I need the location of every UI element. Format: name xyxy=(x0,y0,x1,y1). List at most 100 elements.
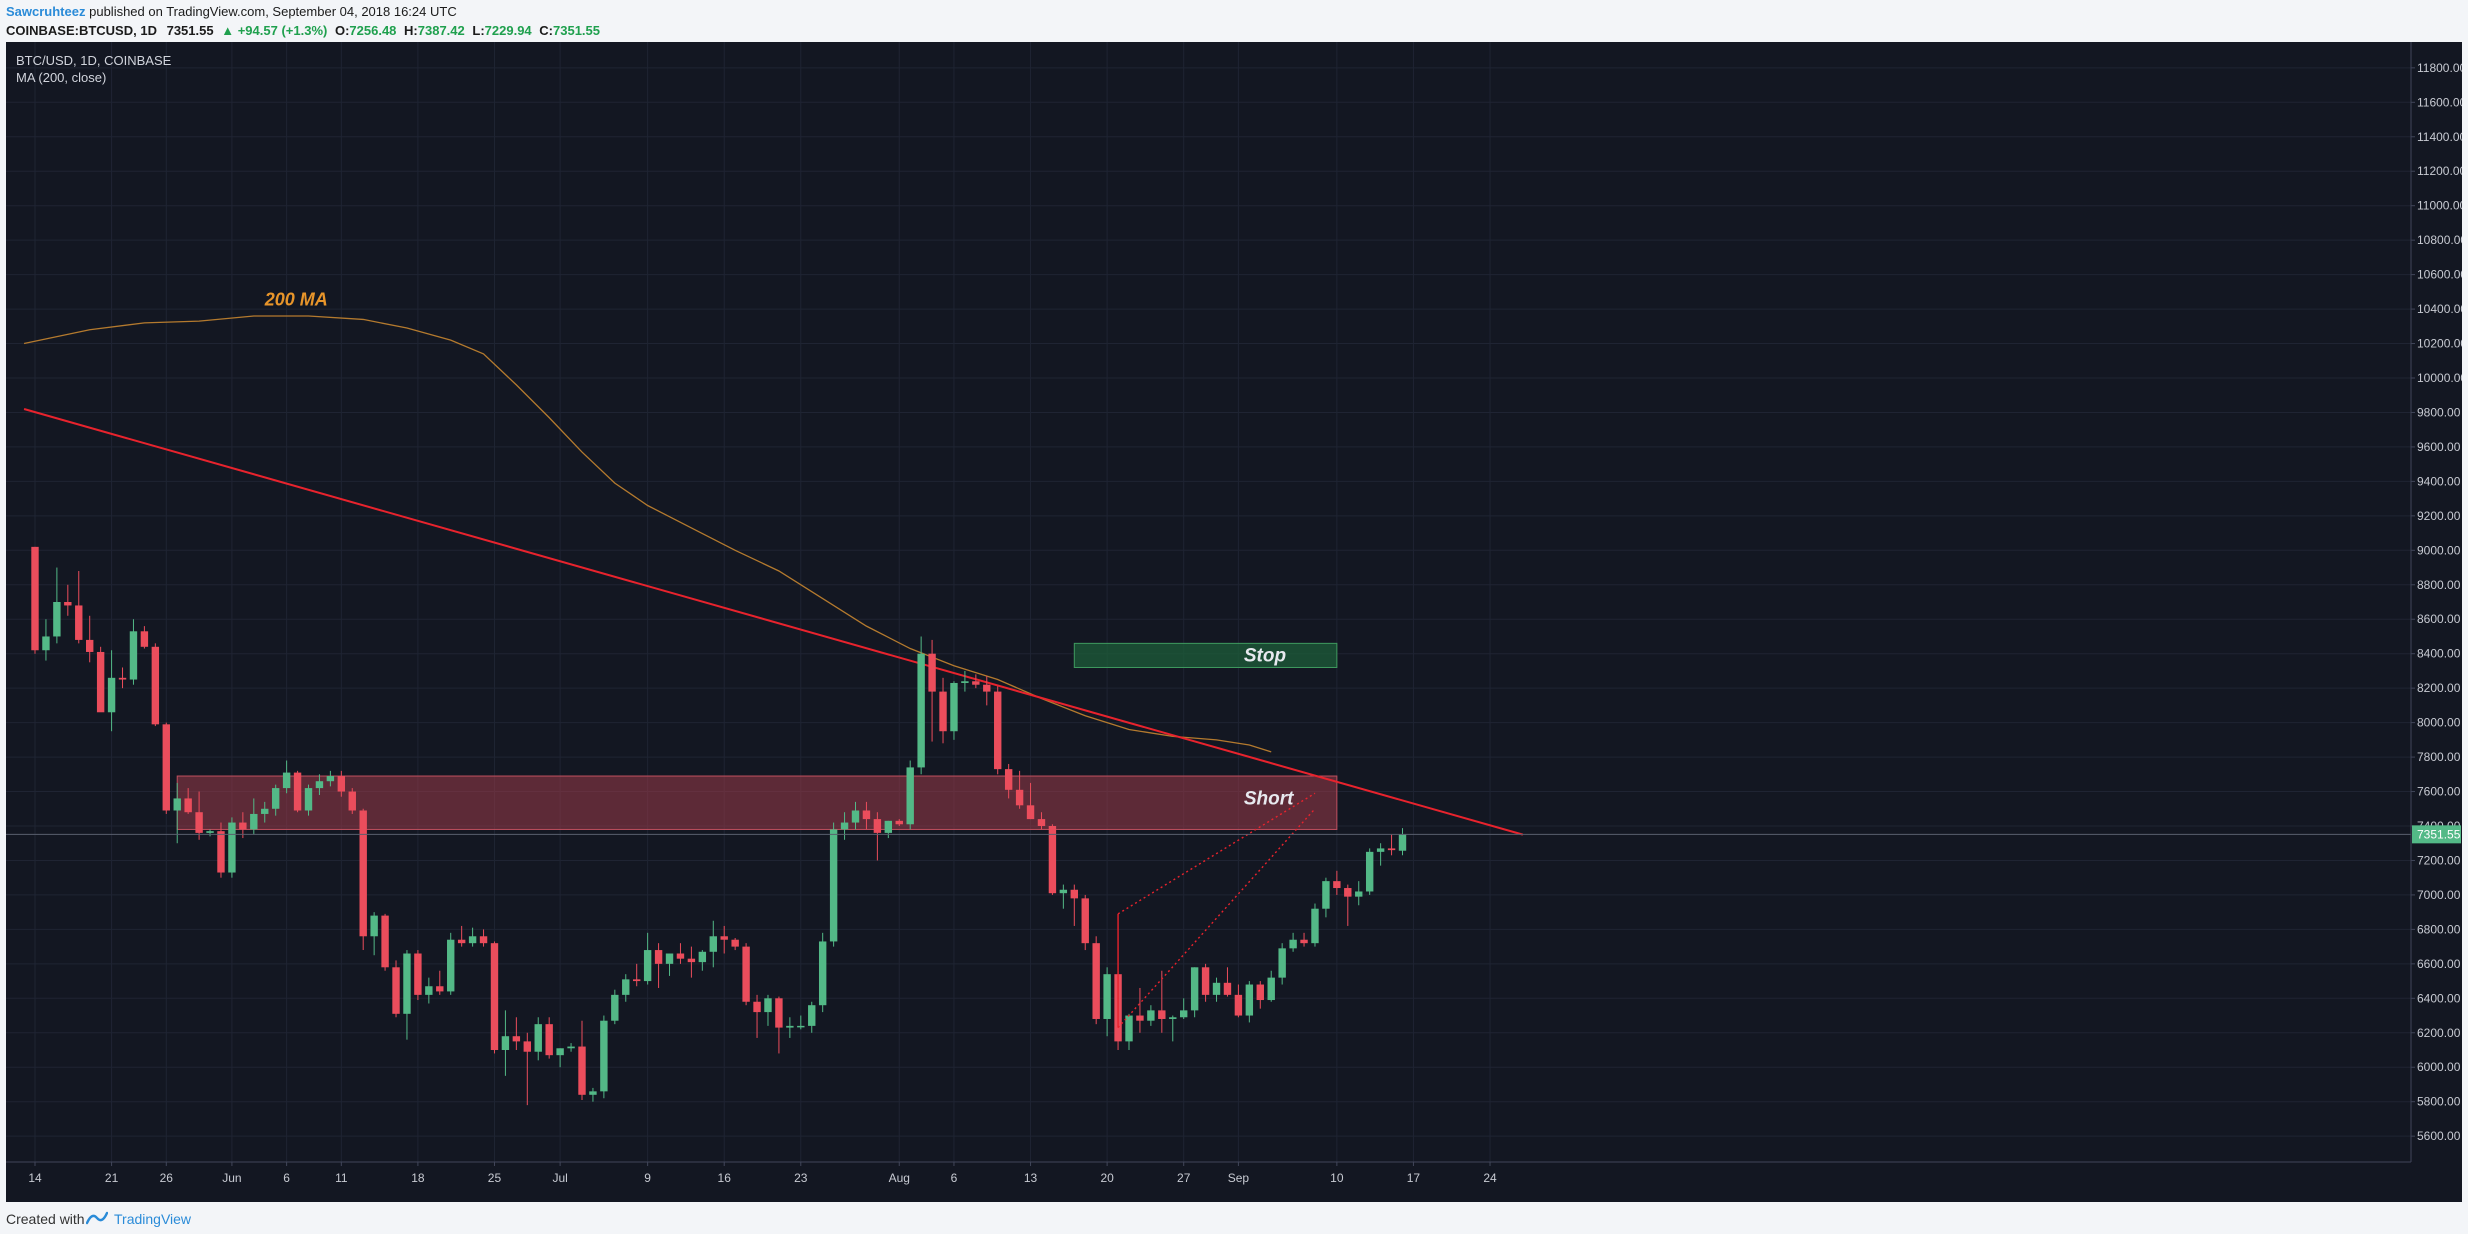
time-tick-label: 9 xyxy=(644,1171,651,1185)
candle-body xyxy=(1158,1010,1166,1019)
symbol-label: COINBASE:BTCUSD, 1D xyxy=(6,23,157,38)
candle-body xyxy=(1147,1010,1155,1021)
price-tick-label: 9600.00 xyxy=(2417,440,2461,454)
candle-body xyxy=(578,1046,586,1095)
price-tick-label: 6800.00 xyxy=(2417,922,2461,936)
price-tick-label: 9400.00 xyxy=(2417,474,2461,488)
candle-body xyxy=(184,798,192,813)
candle-body xyxy=(972,681,980,685)
candle-body xyxy=(1355,891,1363,897)
price-tick-label: 9000.00 xyxy=(2417,543,2461,557)
candle-body xyxy=(567,1046,575,1049)
candle-body xyxy=(403,953,411,1014)
candle-body xyxy=(370,915,378,937)
price-tick-label: 11600.00 xyxy=(2417,95,2462,109)
time-tick-label: 16 xyxy=(718,1171,732,1185)
candle-body xyxy=(818,941,827,1006)
tradingview-link[interactable]: TradingView xyxy=(114,1211,192,1227)
candle-body xyxy=(764,998,772,1013)
candle-body xyxy=(436,986,444,992)
candle-body xyxy=(1037,819,1046,826)
candle-body xyxy=(917,653,925,768)
price-tick-label: 6200.00 xyxy=(2417,1026,2461,1040)
candle-body xyxy=(1223,982,1232,995)
candle-body xyxy=(1245,984,1254,1016)
candle-body xyxy=(643,950,652,982)
last-price: 7351.55 xyxy=(166,23,214,38)
candle-body xyxy=(1004,769,1013,790)
candle-body xyxy=(162,724,170,811)
price-chart[interactable]: 200 MA Stop Short 5600.00 5800.00 6000.00 6200… xyxy=(6,42,2462,1202)
ma-label: 200 MA xyxy=(264,290,328,310)
candle-body xyxy=(589,1091,597,1095)
chart-legend: BTC/USD, 1D, COINBASE MA (200, close) xyxy=(16,52,171,86)
candle-body xyxy=(1344,888,1352,897)
wedge-lower-line xyxy=(1117,808,1316,1029)
author-link[interactable]: Sawcruhteez xyxy=(6,4,86,19)
legend-indicator[interactable]: MA (200, close) xyxy=(16,70,107,85)
candle-body xyxy=(1212,982,1221,995)
candle-body xyxy=(447,939,455,992)
candle-body xyxy=(173,798,181,811)
candle-body xyxy=(359,810,367,937)
candle-body xyxy=(753,1001,761,1013)
short-label: Short xyxy=(1244,788,1294,809)
candle-body xyxy=(731,939,739,947)
candle-body xyxy=(545,1024,553,1056)
candle-body xyxy=(829,829,838,942)
candle-body xyxy=(1289,939,1297,949)
candle-body xyxy=(86,639,94,652)
time-tick-label: 23 xyxy=(794,1171,808,1185)
resistance-trendline xyxy=(23,408,1524,836)
price-tick-label: 6400.00 xyxy=(2417,991,2461,1005)
candle-body xyxy=(501,1036,510,1050)
candle-body xyxy=(1311,908,1319,944)
candle-body xyxy=(665,953,674,964)
candle-body xyxy=(1387,848,1396,851)
time-tick-label: 11 xyxy=(335,1171,348,1185)
candles xyxy=(31,546,1407,1106)
candle-body xyxy=(195,812,203,833)
ohlc-summary: COINBASE:BTCUSD, 1D 7351.55 ▲ +94.57 (+1… xyxy=(6,21,600,40)
candle-body xyxy=(556,1048,564,1056)
candle-body xyxy=(1081,898,1089,944)
price-tick-label: 9800.00 xyxy=(2417,405,2461,419)
candle-body xyxy=(698,951,707,963)
candle-body xyxy=(381,915,389,968)
candle-body xyxy=(64,602,72,606)
candle-body xyxy=(512,1036,521,1042)
time-tick-label: 21 xyxy=(105,1171,119,1185)
candle-body xyxy=(271,788,280,809)
candle-body xyxy=(1169,1017,1177,1019)
candle-body xyxy=(862,810,871,820)
change-value: +94.57 (+1.3%) xyxy=(237,23,328,38)
candle-body xyxy=(129,631,138,680)
candle-body xyxy=(895,820,903,825)
candle-body xyxy=(709,936,717,952)
candle-body xyxy=(961,681,969,683)
price-tick-label: 8400.00 xyxy=(2417,647,2461,661)
candle-body xyxy=(1278,948,1286,978)
price-tick-label: 6600.00 xyxy=(2417,957,2461,971)
price-tick-label: 10200.00 xyxy=(2417,337,2462,351)
candle-body xyxy=(873,819,882,833)
candle-body xyxy=(425,986,433,995)
time-axis: 14 21 26 Jun 6 11 18 25 Jul 9 16 23 Aug 6 13 20 27 Sep 10 1… xyxy=(28,1162,1497,1185)
time-tick-label: 17 xyxy=(1407,1171,1421,1185)
published-text: published on TradingView.com, September … xyxy=(89,4,457,19)
price-tick-label: 10800.00 xyxy=(2417,233,2462,247)
candle-body xyxy=(315,781,324,789)
chart-background xyxy=(6,42,2462,1202)
price-tick-label: 11400.00 xyxy=(2417,130,2462,144)
candle-body xyxy=(676,953,685,959)
time-tick-label: 18 xyxy=(411,1171,425,1185)
candle-body xyxy=(1365,851,1374,892)
price-tick-label: 11200.00 xyxy=(2417,164,2462,178)
candle-body xyxy=(1267,977,1275,1001)
candle-body xyxy=(950,682,958,732)
candle-body xyxy=(414,953,422,995)
time-tick-label: Jun xyxy=(222,1171,241,1185)
chart-area[interactable]: 200 MA Stop Short 5600.00 5800.00 6000.00 6200… xyxy=(6,42,2462,1202)
ma-200-line xyxy=(23,315,1272,753)
candle-body xyxy=(457,939,466,944)
